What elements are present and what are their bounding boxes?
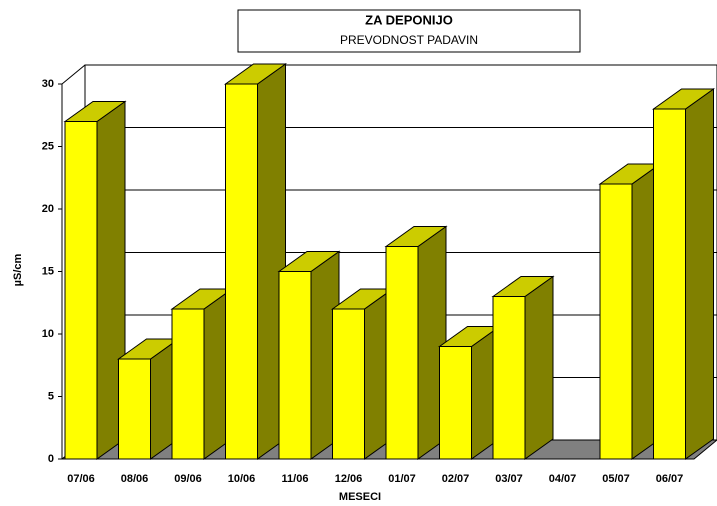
- bar: [653, 108, 686, 460]
- bar-side: [524, 275, 554, 460]
- bar: [118, 358, 151, 460]
- bar: [439, 346, 472, 460]
- x-tick-label: 09/06: [174, 473, 202, 485]
- x-tick-label: 08/06: [121, 473, 149, 485]
- bar: [492, 296, 526, 460]
- bar: [332, 308, 365, 460]
- y-tick-label: 15: [42, 265, 54, 277]
- y-tick-label: 5: [48, 390, 54, 402]
- x-tick-label: 04/07: [549, 473, 577, 485]
- x-tick-label: 07/06: [67, 473, 95, 485]
- y-axis-label: µS/cm: [12, 253, 24, 286]
- x-tick-label: 11/06: [282, 473, 309, 485]
- bar: [171, 308, 205, 460]
- x-tick-label: 06/07: [656, 473, 684, 485]
- bar: [278, 271, 312, 460]
- x-tick-label: 10/06: [228, 473, 256, 485]
- chart-title: ZA DEPONIJO: [365, 12, 453, 27]
- y-tick-label: 20: [42, 203, 54, 215]
- chart-subtitle: PREVODNOST PADAVIN: [340, 33, 478, 47]
- x-tick-label: 02/07: [442, 473, 470, 485]
- bar: [599, 183, 633, 460]
- x-axis-label: MESECI: [339, 491, 381, 503]
- y-tick-label: 30: [42, 78, 54, 90]
- y-tick-label: 25: [42, 140, 54, 152]
- x-tick-label: 12/06: [335, 473, 363, 485]
- y-tick-label: 10: [42, 328, 54, 340]
- y-tick-label: 0: [48, 453, 54, 465]
- x-tick-label: 05/07: [602, 473, 630, 485]
- x-tick-label: 01/07: [388, 473, 416, 485]
- bar: [225, 83, 258, 460]
- bar: [64, 121, 98, 460]
- title-box: [237, 9, 581, 53]
- bar-side: [685, 88, 714, 460]
- x-tick-label: 03/07: [495, 473, 523, 485]
- wall-edge: [61, 64, 86, 85]
- bar: [385, 246, 419, 460]
